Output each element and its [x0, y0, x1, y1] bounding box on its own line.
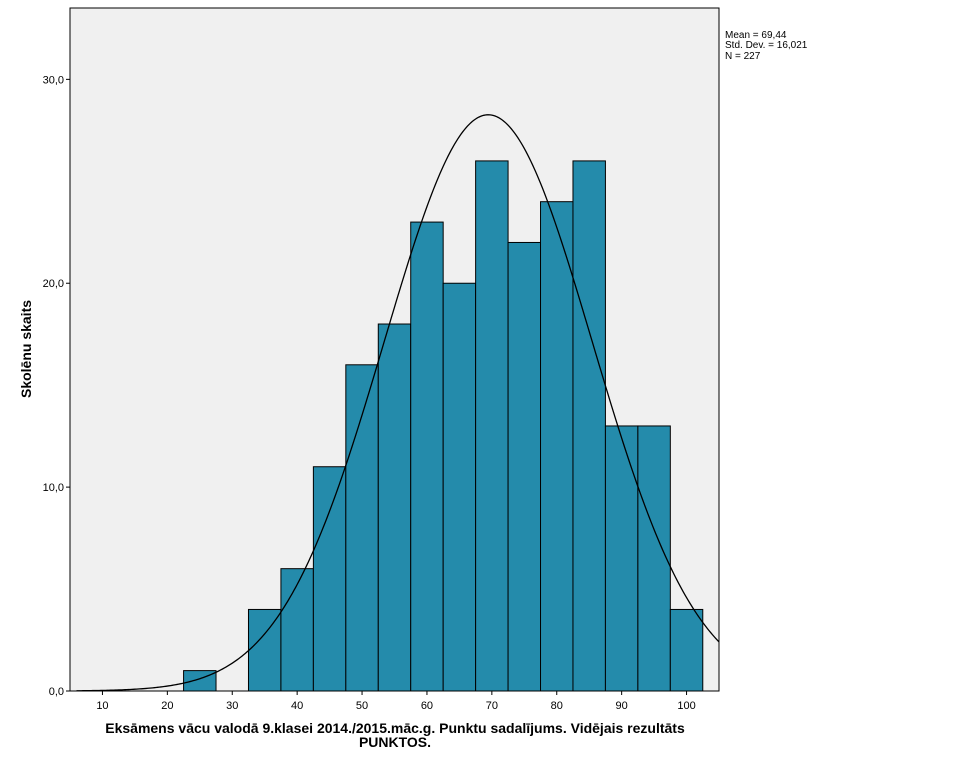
- histogram-bar: [247, 608, 282, 692]
- histogram-bar: [377, 323, 412, 692]
- x-tick-label: 40: [291, 700, 303, 712]
- x-tick-label: 10: [96, 700, 108, 712]
- x-tick-label: 60: [421, 700, 433, 712]
- x-tick-label: 30: [226, 700, 238, 712]
- stat-mean: Mean = 69,44: [725, 30, 787, 41]
- x-tick-label: 80: [551, 700, 563, 712]
- histogram-bar: [312, 466, 347, 692]
- histogram-bar: [183, 670, 217, 692]
- x-axis-title-line1: Eksāmens vācu valodā 9.klasei 2014./2015…: [105, 720, 685, 736]
- y-ticks-group: 0,0 10,0 20,0 30,0: [43, 74, 70, 698]
- histogram-bar: [669, 608, 704, 692]
- y-axis-title: Skolēnu skaits: [18, 300, 34, 398]
- y-tick-label: 30,0: [43, 74, 64, 86]
- stat-n: N = 227: [725, 51, 761, 62]
- histogram-bar: [410, 221, 444, 692]
- x-ticks-group: 10 20 30 40 50 60 70 80 90 100: [96, 691, 696, 712]
- stat-std-dev: Std. Dev. = 16,021: [725, 40, 808, 51]
- histogram-bar: [572, 160, 606, 692]
- bars-group: [183, 160, 704, 692]
- x-axis-title-line2: PUNKTOS.: [359, 734, 431, 750]
- x-tick-label: 50: [356, 700, 368, 712]
- histogram-bar: [540, 201, 574, 692]
- histogram-bar: [280, 568, 314, 692]
- x-tick-label: 100: [677, 700, 695, 712]
- normal-curve: [76, 114, 720, 692]
- y-tick-label: 0,0: [49, 686, 64, 698]
- histogram-bar: [507, 241, 542, 692]
- histogram-bar: [475, 160, 509, 692]
- histogram-bar: [637, 425, 671, 692]
- x-tick-label: 90: [616, 700, 628, 712]
- y-tick-label: 10,0: [43, 482, 64, 494]
- y-tick-label: 20,0: [43, 278, 64, 290]
- histogram-bar: [604, 425, 639, 692]
- histogram-bar: [442, 282, 477, 692]
- x-tick-label: 20: [161, 700, 173, 712]
- x-tick-label: 70: [486, 700, 498, 712]
